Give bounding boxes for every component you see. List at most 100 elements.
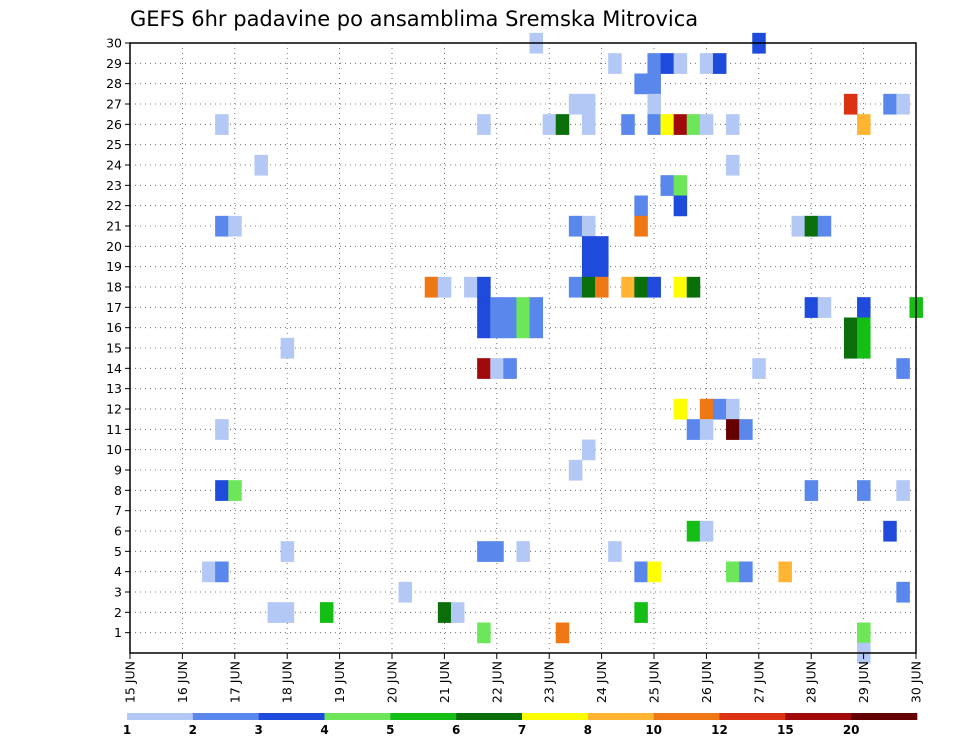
heatmap-cell	[608, 53, 622, 74]
y-tick-label: 20	[106, 239, 122, 254]
heatmap-cell	[699, 520, 714, 542]
plot-frame	[129, 42, 917, 654]
heatmap-cell	[686, 114, 701, 135]
heatmap-cell	[608, 541, 622, 562]
y-tick-label: 24	[106, 158, 122, 173]
legend-label: 5	[386, 723, 394, 737]
heatmap-cell	[437, 276, 452, 298]
heatmap-cell	[647, 73, 661, 95]
heatmap-cell	[595, 236, 609, 257]
legend-swatch	[522, 713, 589, 720]
heatmap-cell	[581, 236, 596, 257]
heatmap-cell	[857, 622, 871, 644]
heatmap-cell	[673, 276, 688, 298]
legend-swatch	[587, 713, 654, 720]
legend-swatch	[192, 713, 259, 720]
heatmap-cell	[804, 480, 819, 501]
heatmap-cell	[424, 276, 439, 298]
heatmap-cell	[739, 419, 753, 440]
heatmap-cell	[660, 114, 675, 135]
x-tick-label: 25 JUN	[647, 661, 662, 703]
heatmap-cell	[896, 358, 910, 379]
heatmap-cell	[477, 114, 491, 135]
y-tick-label: 16	[106, 320, 122, 335]
heatmap-cell	[581, 439, 596, 461]
x-tick-label: 29 JUN	[856, 661, 871, 703]
y-tick-label: 25	[106, 137, 122, 152]
heatmap-cell	[739, 561, 753, 583]
legend-swatch	[324, 713, 391, 720]
heatmap-cell	[516, 317, 530, 339]
heatmap-cell	[477, 541, 491, 562]
heatmap-cell	[319, 602, 334, 623]
heatmap-cell	[883, 520, 897, 542]
x-tick-label: 19 JUN	[332, 661, 347, 703]
y-tick-label: 29	[106, 56, 122, 71]
heatmap-cell	[634, 276, 648, 298]
heatmap-cell	[581, 93, 596, 115]
y-tick-label: 8	[114, 483, 122, 498]
heatmap-cell	[647, 114, 661, 135]
heatmap-cell	[673, 195, 688, 217]
heatmap-cell	[791, 215, 806, 237]
y-tick-label: 6	[114, 524, 122, 539]
heatmap-cell	[516, 541, 530, 562]
y-tick-label: 22	[106, 198, 122, 213]
legend-label: 2	[189, 723, 197, 737]
heatmap-cell	[280, 541, 295, 562]
heatmap-cell	[634, 561, 648, 583]
heatmap-cell	[712, 398, 727, 420]
heatmap-cell	[857, 114, 871, 135]
heatmap-cell	[280, 602, 295, 623]
heatmap-cell	[621, 276, 635, 298]
heatmap-cell	[660, 53, 675, 74]
heatmap-cell	[686, 520, 701, 542]
heatmap-cell	[568, 459, 583, 481]
x-tick-label: 20 JUN	[385, 661, 400, 703]
y-tick-label: 26	[106, 117, 122, 132]
heatmap-cell	[215, 114, 229, 135]
y-tick-label: 2	[114, 605, 122, 620]
y-tick-label: 13	[106, 381, 122, 396]
heatmap-cell	[568, 276, 583, 298]
heatmap-cell	[843, 317, 858, 339]
heatmap-cell	[215, 215, 229, 237]
y-tick-label: 11	[106, 422, 122, 437]
heatmap-cell	[581, 114, 596, 135]
legend-swatch	[719, 713, 786, 720]
heatmap-cell	[896, 480, 910, 501]
heatmap-cell	[595, 276, 609, 298]
heatmap-cell	[398, 581, 413, 603]
y-tick-label: 30	[106, 36, 122, 51]
heatmap-cell	[857, 337, 871, 359]
y-tick-label: 23	[106, 178, 122, 193]
y-axis-ticks: 1234567891011121314151617181920212223242…	[106, 36, 130, 640]
heatmap-cell	[477, 622, 491, 644]
legend-label: 3	[254, 723, 262, 737]
y-tick-label: 21	[106, 219, 122, 234]
x-tick-label: 21 JUN	[437, 661, 452, 703]
legend-swatch	[456, 713, 523, 720]
heatmap-cell	[437, 602, 452, 623]
heatmap-cell	[280, 337, 295, 359]
heatmap-cell	[477, 276, 491, 298]
y-tick-label: 15	[106, 341, 122, 356]
legend-swatch	[390, 713, 457, 720]
legend-label: 10	[645, 723, 662, 737]
x-tick-label: 23 JUN	[542, 661, 557, 703]
heatmap-cell	[450, 602, 465, 623]
heatmap-cell	[896, 93, 910, 115]
heatmap-cell	[503, 297, 517, 318]
legend-swatch	[258, 713, 325, 720]
heatmap-cell	[817, 297, 832, 318]
color-legend: 1 2 3 4 5 6 7 8 10 12 15 20	[123, 713, 918, 737]
y-tick-label: 19	[106, 259, 122, 274]
legend-label: 4	[320, 723, 328, 737]
heatmap-cell	[634, 73, 648, 95]
heatmap-cell	[621, 114, 635, 135]
heatmap-cell	[634, 602, 648, 623]
heatmap-cell	[542, 114, 557, 135]
y-tick-label: 18	[106, 280, 122, 295]
heatmap-cell	[883, 93, 897, 115]
heatmap-cell	[843, 337, 858, 359]
